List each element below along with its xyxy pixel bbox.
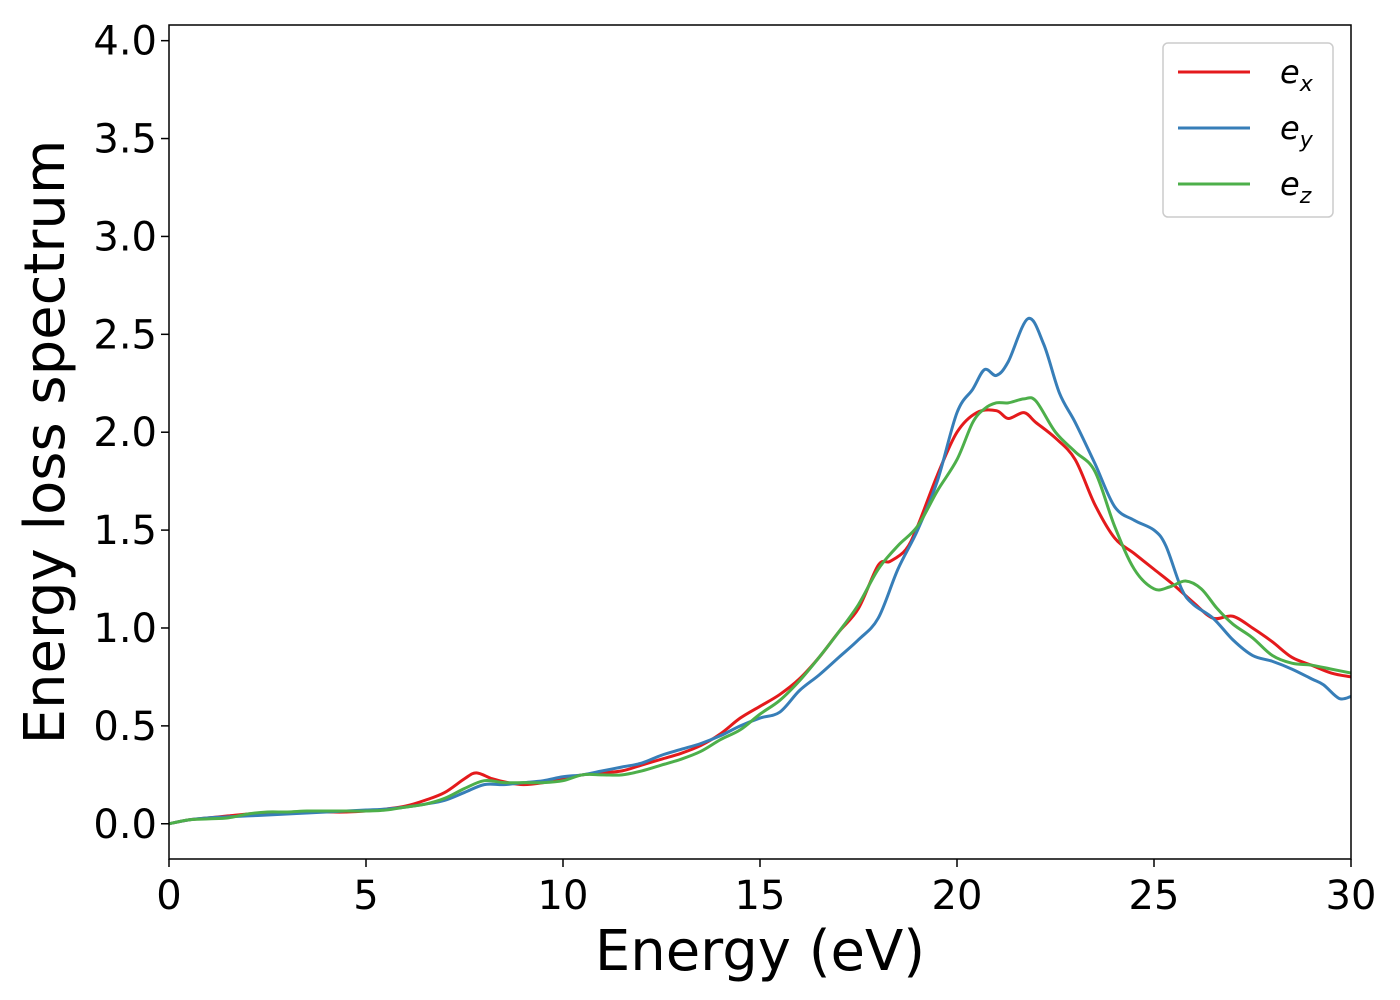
y-axis-title: Energy loss spectrum [13,140,78,745]
y-tick-label: 1.0 [93,606,157,652]
y-tick-label: 2.5 [93,312,157,358]
legend-label-x: ex [1280,53,1314,97]
y-tick-label: 0.0 [93,802,157,848]
legend-box [1162,42,1334,218]
legend-label-subscript: x [1299,72,1314,97]
series-layer [169,316,1351,826]
legend-label-subscript: y [1299,128,1314,153]
x-tick-label: 10 [538,873,589,919]
x-tick-label: 0 [156,873,181,919]
legend-label-z: ez [1280,165,1312,209]
x-tick-label: 25 [1129,873,1180,919]
series-line-y [169,316,1351,826]
y-tick-label: 0.5 [93,704,157,750]
y-axis: 0.0 0.5 1.0 1.5 2.0 2.5 3.0 3.5 4.0 [93,19,169,848]
x-tick-label: 5 [353,873,378,919]
legend-label-subscript: z [1299,184,1312,209]
legend-label-base: e [1280,165,1300,203]
y-tick-label: 3.5 [93,117,157,163]
series-line-x [169,408,1351,826]
x-tick-label: 20 [932,873,983,919]
y-tick-label: 4.0 [93,19,157,65]
x-axis-title: Energy (eV) [595,919,925,984]
y-tick-label: 2.0 [93,410,157,456]
legend-label-base: e [1280,109,1300,147]
x-tick-label: 15 [735,873,786,919]
legend-label-base: e [1280,53,1300,91]
x-axis: 0 5 10 15 20 25 30 [156,859,1376,919]
legend-label-y: ey [1280,109,1314,153]
series-line-z [169,396,1351,826]
y-tick-label: 3.0 [93,214,157,260]
y-tick-label: 1.5 [93,508,157,554]
x-tick-label: 30 [1326,873,1377,919]
